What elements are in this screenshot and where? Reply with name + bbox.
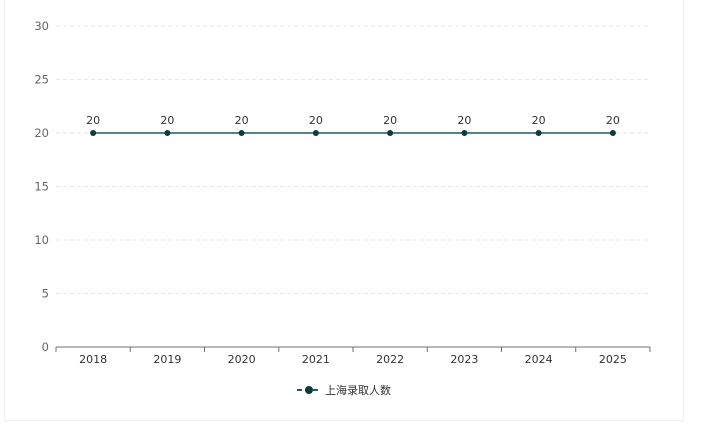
data-label: 20 (383, 114, 397, 127)
y-tick-label: 30 (34, 19, 49, 33)
data-point (461, 130, 468, 136)
x-tick-label: 2024 (525, 353, 553, 366)
data-point (90, 130, 97, 136)
y-tick-label: 15 (34, 180, 49, 194)
x-tick-label: 2019 (153, 353, 181, 366)
data-point (387, 130, 394, 136)
data-point (609, 130, 616, 136)
x-tick-label: 2021 (302, 353, 330, 366)
data-label: 20 (309, 114, 323, 127)
chart-card (4, 0, 684, 421)
y-tick-label: 0 (42, 340, 49, 354)
data-label: 20 (86, 114, 100, 127)
data-label: 20 (532, 114, 546, 127)
x-tick-label: 2018 (79, 353, 107, 366)
x-tick-label: 2020 (228, 353, 256, 366)
data-label: 20 (160, 114, 174, 127)
data-label: 20 (606, 114, 620, 127)
data-point (312, 130, 319, 136)
y-tick-label: 5 (42, 287, 49, 301)
x-tick-label: 2023 (450, 353, 478, 366)
data-label: 20 (457, 114, 471, 127)
data-point (535, 130, 542, 136)
legend[interactable]: 上海录取人数 (297, 382, 391, 398)
legend-marker-icon (297, 386, 321, 394)
data-point (238, 130, 245, 136)
y-tick-label: 20 (34, 126, 49, 140)
legend-label: 上海录取人数 (325, 384, 391, 397)
data-point (164, 130, 171, 136)
y-tick-label: 25 (34, 73, 49, 87)
x-tick-label: 2025 (599, 353, 627, 366)
y-tick-label: 10 (34, 233, 49, 247)
data-label: 20 (235, 114, 249, 127)
x-tick-label: 2022 (376, 353, 404, 366)
